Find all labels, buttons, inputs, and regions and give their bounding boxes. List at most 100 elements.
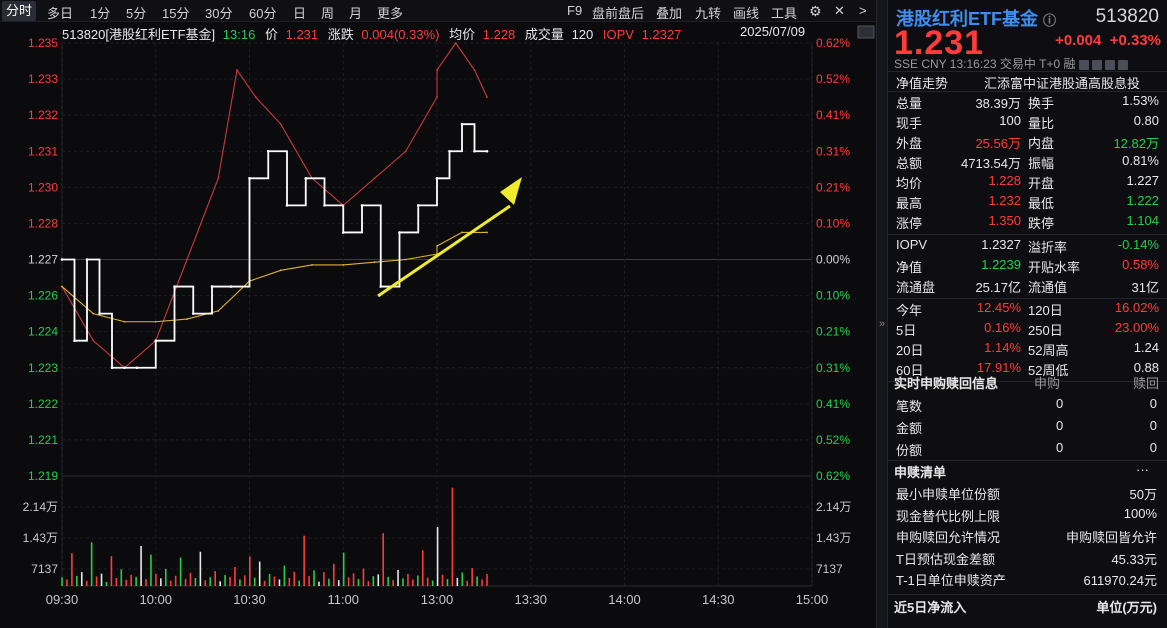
y-pct-tick-label: 0.21% <box>816 325 850 339</box>
period-tab-day[interactable]: 日 <box>293 6 307 21</box>
add-icon[interactable] <box>1117 59 1128 70</box>
list-more-button[interactable]: ··· <box>1136 462 1149 477</box>
tools-button[interactable]: 工具 <box>771 6 798 21</box>
average-price-line-point <box>311 264 313 266</box>
price-line-point <box>473 149 476 153</box>
stat-value: 0.88 <box>1133 360 1159 375</box>
stat-label: 内盘 <box>1028 136 1055 151</box>
last-price: 1.231 <box>894 24 985 62</box>
window-icon[interactable] <box>1104 59 1115 70</box>
y-tick-label: 1.231 <box>28 144 58 158</box>
period-tab-month[interactable]: 月 <box>349 6 363 21</box>
y-tick-label: 1.224 <box>28 325 58 339</box>
period-tab-30min[interactable]: 30分 <box>205 6 233 21</box>
subscription-row-buy: 0 <box>1056 396 1064 411</box>
settings-icon[interactable]: ⚙ <box>809 3 822 19</box>
y-pct-tick-label: 0.62% <box>816 469 850 483</box>
price-line-point <box>123 366 126 370</box>
chart-header-avg: 1.228 <box>482 27 516 42</box>
stat-value: 1.232 <box>988 193 1021 208</box>
x-tick-label: 13:00 <box>421 592 454 607</box>
iopv-line-point <box>436 96 438 99</box>
panel-collapse-handle[interactable]: » <box>876 0 888 628</box>
quote-panel: 港股红利ETF基金 ⓘ 513820 1.231 +0.004 +0.33% S… <box>888 0 1167 628</box>
period-tab-multiday[interactable]: 多日 <box>47 6 74 21</box>
stat-label: 250日 <box>1028 323 1063 338</box>
stat-value: 17.91% <box>976 360 1021 375</box>
market-meta: SSE CNY 13:16:23 交易中 T+0 融 <box>894 55 1128 72</box>
average-price-line-point <box>92 312 95 315</box>
chevron-right-icon: » <box>879 318 886 330</box>
list-row-label: 最小申赎单位份额 <box>896 487 1001 502</box>
list-row-label: T日预估现金差额 <box>896 551 995 567</box>
overlay-button[interactable]: 叠加 <box>656 6 683 21</box>
y-pct-tick-label: 0.41% <box>816 108 850 122</box>
list-row-value: 100% <box>1123 505 1157 521</box>
price-line-point <box>485 149 489 153</box>
y-tick-label: 1.223 <box>28 361 58 375</box>
edit-icon[interactable] <box>1078 59 1089 70</box>
subscription-col-sell: 赎回 <box>1132 376 1159 391</box>
y-pct-tick-label: 0.41% <box>816 397 850 411</box>
info-icon[interactable]: ⓘ <box>1043 13 1057 28</box>
y-tick-label: 1.232 <box>28 108 58 122</box>
chart-header-vol-label: 成交量 <box>524 27 564 42</box>
average-price-line-point <box>217 310 220 312</box>
stat-label: 最高 <box>896 196 923 211</box>
f9-button[interactable]: F9 <box>567 3 583 18</box>
period-tab-week[interactable]: 周 <box>321 6 335 21</box>
average-price-line-point <box>436 245 438 247</box>
period-tab-more[interactable]: 更多 <box>377 6 404 21</box>
stat-label: 涨停 <box>896 216 923 231</box>
average-price-line-point <box>486 231 488 234</box>
y-pct-tick-label: 0.52% <box>816 72 850 86</box>
chart-header-iopv: 1.2327 <box>641 27 682 42</box>
y-pct-tick-label: 0.62% <box>816 36 850 50</box>
volume-tick-label: 1.43万 <box>816 531 851 545</box>
period-tab-1min[interactable]: 1分 <box>90 6 111 21</box>
average-price-line-point <box>186 318 188 320</box>
volume-tick-label: 7137 <box>31 562 58 576</box>
stat-label: 现手 <box>896 116 923 131</box>
chart-header-avg-label: 均价 <box>449 27 476 42</box>
price-line-point <box>285 204 289 207</box>
close-icon[interactable]: ✕ <box>834 3 845 18</box>
subscription-row-label: 笔数 <box>896 399 923 414</box>
stat-label: 最低 <box>1028 196 1055 211</box>
x-tick-label: 13:30 <box>514 592 547 607</box>
period-tab-5min[interactable]: 5分 <box>126 6 147 21</box>
chart-header-price-label: 价 <box>264 27 278 42</box>
period-tab-15min[interactable]: 15分 <box>162 6 190 21</box>
intraday-chart[interactable]: 513820[港股红利ETF基金] 13:16 价 1.231 涨跌 0.004… <box>0 22 880 628</box>
price-line-point <box>379 285 383 288</box>
chart-header-vol: 120 <box>571 27 594 42</box>
subscription-row-sell: 0 <box>1149 440 1157 455</box>
iopv-line-point <box>186 258 188 261</box>
average-price-line-point <box>154 320 157 323</box>
stat-value: 1.2327 <box>981 237 1021 252</box>
draw-line-button[interactable]: 画线 <box>733 6 760 21</box>
x-tick-label: 10:30 <box>233 592 266 607</box>
nine-turn-button[interactable]: 九转 <box>695 6 722 21</box>
period-tab-60min[interactable]: 60分 <box>249 6 277 21</box>
iopv-line-point <box>217 177 220 180</box>
fund-name-text: 港股红利ETF基金 <box>896 9 1038 29</box>
iopv-line-point <box>92 339 95 342</box>
stat-label: 振幅 <box>1028 156 1055 171</box>
list-row-value: 50万 <box>1129 487 1157 502</box>
nav-trend-link[interactable]: 净值走势 <box>896 76 949 91</box>
fund-name[interactable]: 港股红利ETF基金 ⓘ <box>896 5 1056 31</box>
volume-tick-label: 1.43万 <box>23 531 58 545</box>
stat-value: 12.45% <box>976 300 1021 315</box>
period-tab-intraday[interactable]: 分时 <box>2 1 37 21</box>
copy-icon[interactable] <box>1091 59 1102 70</box>
chevron-right-icon[interactable]: > <box>859 3 867 18</box>
fund-code: 513820 <box>1095 6 1159 27</box>
price-line-point <box>191 312 195 315</box>
price-line-point <box>110 366 114 370</box>
stat-label: 120日 <box>1028 303 1063 318</box>
premarket-button[interactable]: 盘前盘后 <box>592 6 645 21</box>
stat-label: 开盘 <box>1028 176 1055 191</box>
average-price-line-point <box>123 320 126 323</box>
average-price-line-point <box>61 285 63 288</box>
